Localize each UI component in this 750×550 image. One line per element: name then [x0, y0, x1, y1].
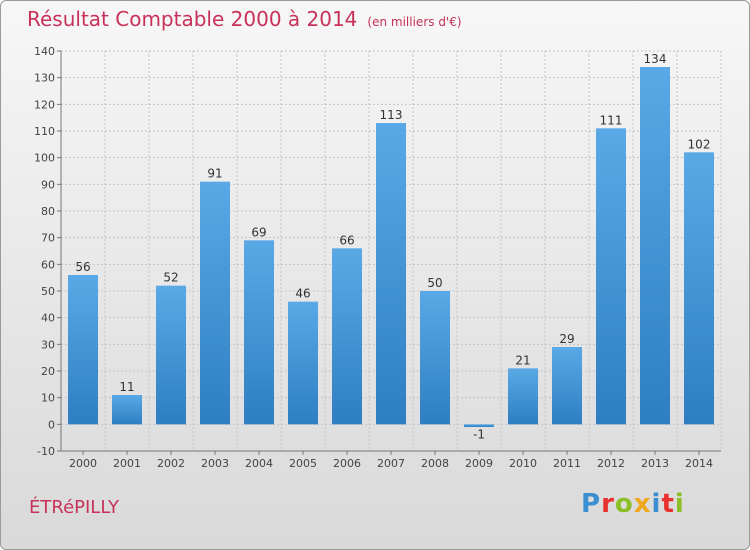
- data-label: 56: [75, 260, 90, 274]
- y-tick-label: 90: [41, 178, 55, 191]
- x-tick-label: 2003: [201, 457, 229, 470]
- labels: 56 11 52 91 69 46 66 113 50 -1 21 29 111 134 102: [75, 52, 710, 441]
- y-tick-label: -10: [37, 445, 55, 458]
- y-tick-label: 60: [41, 258, 55, 271]
- logo-letter: o: [614, 489, 634, 519]
- x-tick-label: 2010: [509, 457, 537, 470]
- bar: [376, 123, 406, 425]
- x-tick-label: 2013: [641, 457, 669, 470]
- data-label: 113: [380, 108, 403, 122]
- bar: [464, 424, 494, 427]
- logo-letter: i: [651, 489, 662, 519]
- y-tick-label: 140: [34, 45, 55, 58]
- chart-title-text: Résultat Comptable 2000 à 2014: [27, 7, 358, 31]
- x-tick-label: 2012: [597, 457, 625, 470]
- bars: [68, 67, 714, 427]
- data-label: 102: [688, 137, 711, 151]
- x-tick-label: 2008: [421, 457, 449, 470]
- chart-subtitle: (en milliers d'€): [367, 15, 462, 29]
- x-tick-label: 2014: [685, 457, 713, 470]
- y-tick-label: 50: [41, 285, 55, 298]
- bar: [684, 152, 714, 425]
- bar: [244, 240, 274, 425]
- y-tick-label: 10: [41, 392, 55, 405]
- x-tick-label: 2002: [157, 457, 185, 470]
- data-label: 66: [339, 233, 354, 247]
- axes: -10 0 10 20 30 40 50 60 70 80 90 100 110 120 130 140 200…: [34, 45, 721, 470]
- x-tick-label: 2001: [113, 457, 141, 470]
- bar: [288, 301, 318, 425]
- data-label: 134: [644, 52, 667, 66]
- data-label: 52: [163, 271, 178, 285]
- logo-letter: t: [661, 489, 675, 519]
- x-tick-label: 2005: [289, 457, 317, 470]
- data-label: 29: [559, 332, 574, 346]
- data-label: -1: [473, 427, 485, 441]
- y-tick-label: 110: [34, 125, 55, 138]
- logo-letter: x: [633, 489, 652, 519]
- bar: [640, 67, 670, 425]
- data-label: 111: [600, 113, 623, 127]
- y-tick-label: 40: [41, 312, 55, 325]
- x-tick-label: 2006: [333, 457, 361, 470]
- data-label: 91: [207, 167, 222, 181]
- bar: [112, 395, 142, 425]
- y-tick-label: 70: [41, 232, 55, 245]
- bar: [200, 181, 230, 425]
- data-label: 46: [295, 287, 310, 301]
- proxiti-logo: Proxiti: [581, 489, 685, 519]
- bar: [508, 368, 538, 425]
- bar: [552, 347, 582, 425]
- data-label: 69: [251, 225, 266, 239]
- bar: [596, 128, 626, 425]
- x-tick-label: 2004: [245, 457, 273, 470]
- y-tick-label: 100: [34, 152, 55, 165]
- y-tick-label: 20: [41, 365, 55, 378]
- bar: [156, 285, 186, 425]
- x-tick-label: 2011: [553, 457, 581, 470]
- x-tick-label: 2007: [377, 457, 405, 470]
- x-tick-label: 2009: [465, 457, 493, 470]
- y-tick-label: 130: [34, 72, 55, 85]
- y-tick-label: 0: [48, 418, 55, 431]
- logo-letter: r: [601, 489, 615, 519]
- data-label: 21: [515, 353, 530, 367]
- chart-title: Résultat Comptable 2000 à 2014 (en millie…: [27, 7, 462, 31]
- y-tick-label: 30: [41, 338, 55, 351]
- bar: [332, 248, 362, 425]
- logo-letter: P: [581, 489, 602, 519]
- logo-letter: i: [674, 489, 685, 519]
- x-tick-label: 2000: [69, 457, 97, 470]
- data-label: 50: [427, 276, 442, 290]
- data-label: 11: [119, 380, 134, 394]
- commune-name: ÉTRéPILLY: [29, 497, 119, 518]
- y-tick-label: 80: [41, 205, 55, 218]
- bar: [68, 275, 98, 425]
- bar: [420, 291, 450, 425]
- y-tick-label: 120: [34, 98, 55, 111]
